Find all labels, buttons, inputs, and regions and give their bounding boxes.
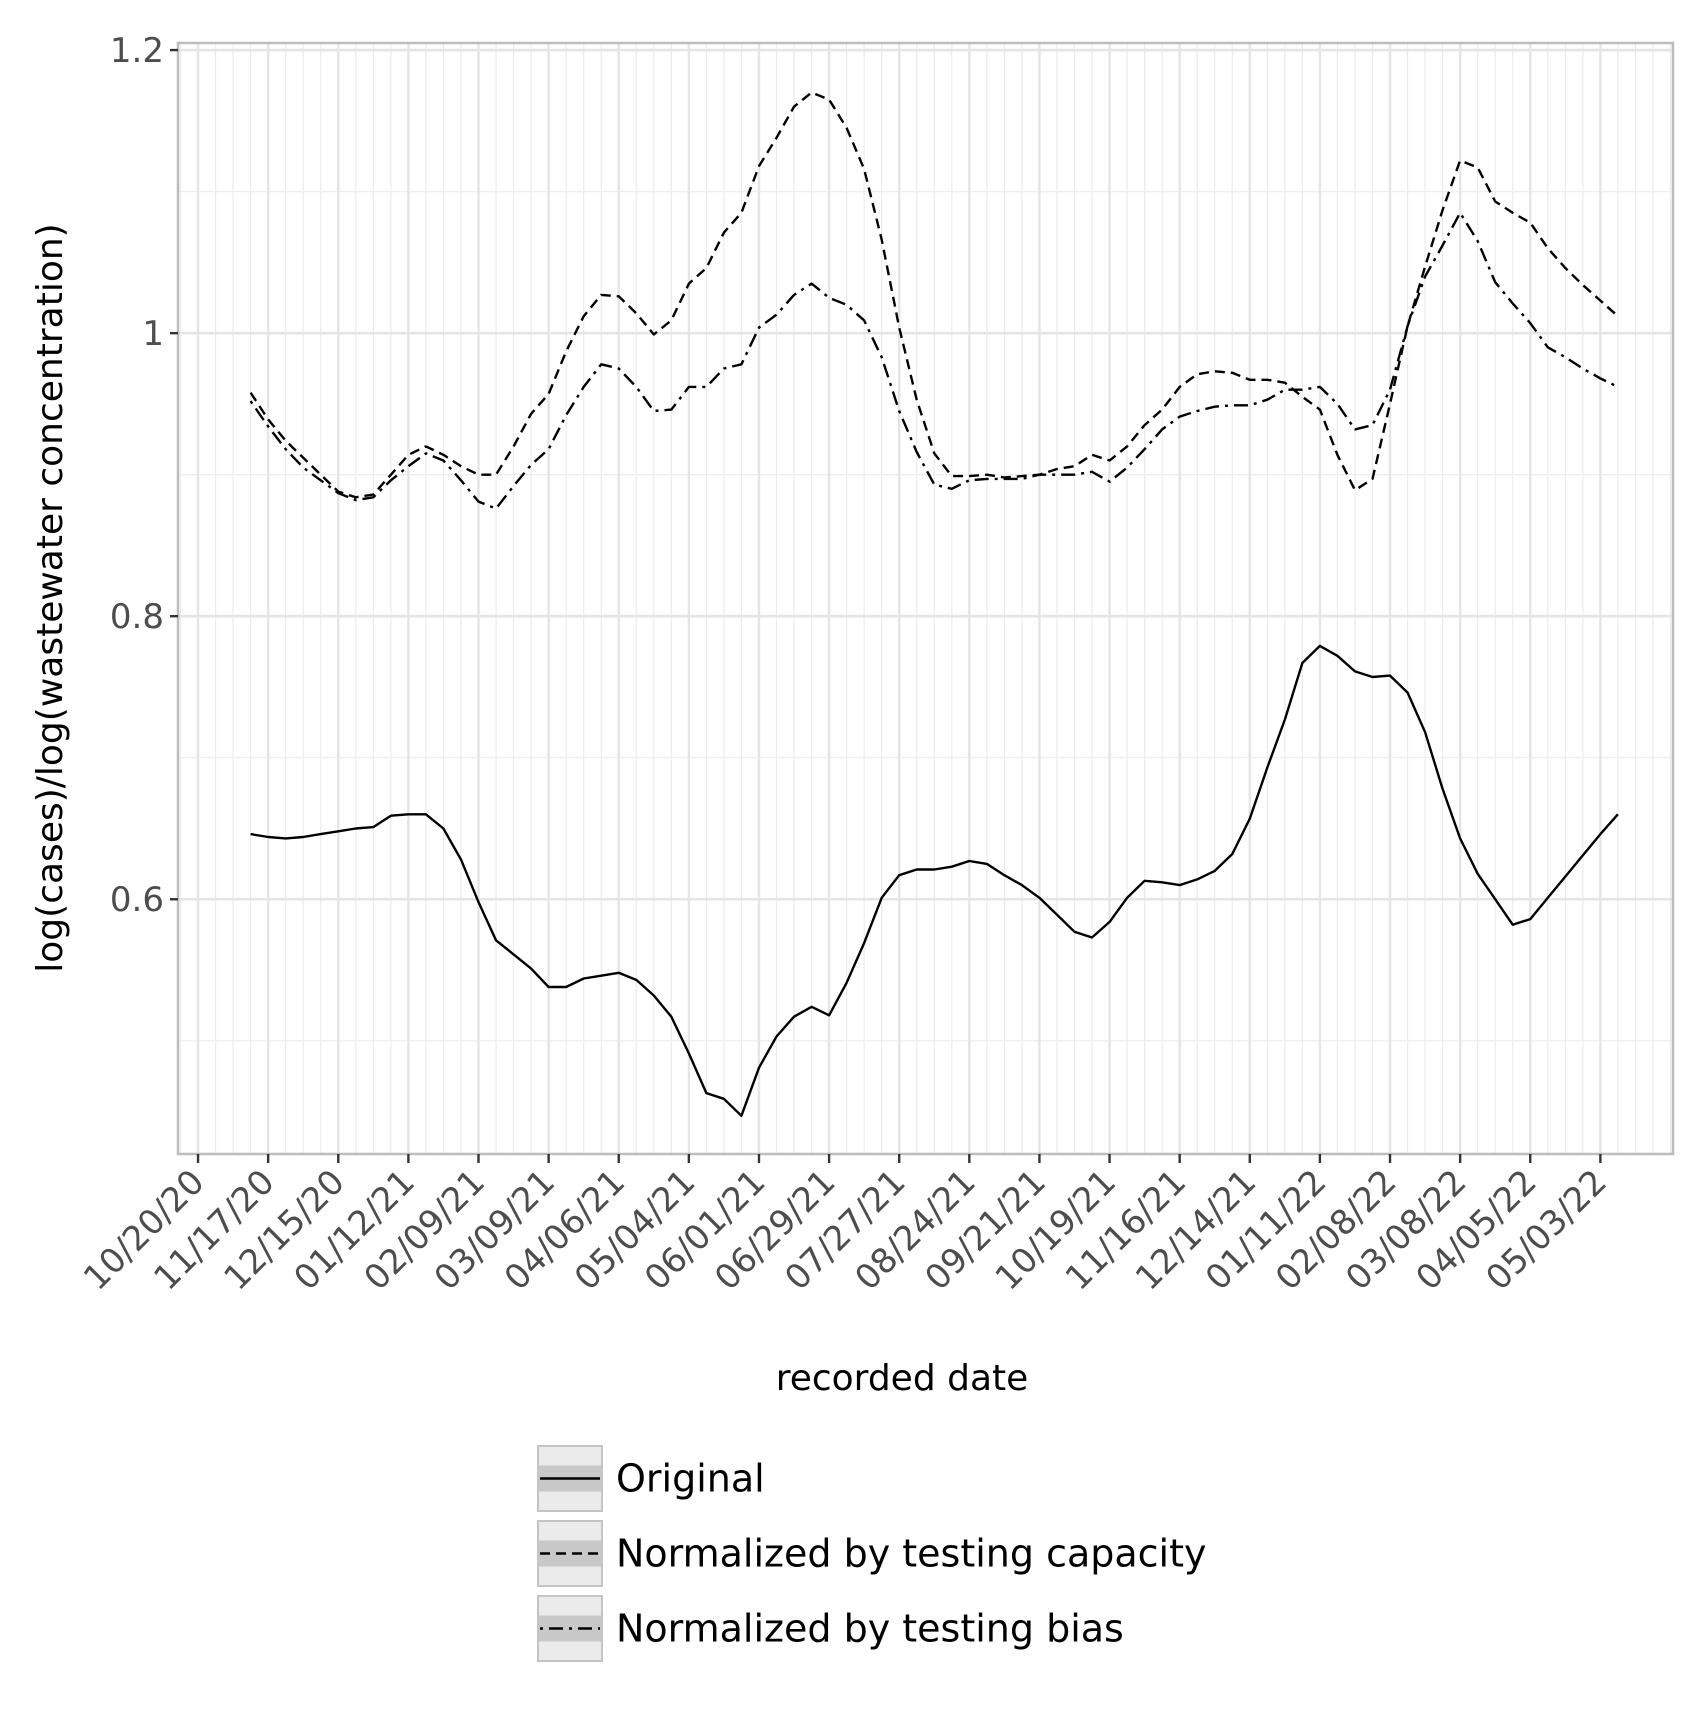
y-tick-label: 0.8	[110, 597, 164, 637]
legend-item: Normalized by testing capacity	[537, 1520, 1207, 1587]
legend-label: Normalized by testing bias	[616, 1607, 1124, 1651]
major-gridlines-x	[196, 43, 1602, 1154]
x-axis: 10/20/2011/17/2012/15/2001/12/2102/09/21…	[76, 1154, 1615, 1298]
series-line-solid	[250, 644, 1619, 1118]
y-tick-label: 0.6	[110, 880, 164, 920]
panel-border	[176, 41, 1675, 1156]
series-line-dotdash	[249, 211, 1619, 510]
series-line-dashed	[249, 91, 1619, 499]
panel-background	[178, 43, 1673, 1154]
minor-gridlines-y	[178, 190, 1673, 1042]
x-axis-title: recorded date	[776, 1358, 1029, 1399]
y-tick-label: 1.2	[110, 31, 164, 71]
y-axis: 0.6 0.8 1 1.2	[110, 31, 178, 920]
legend-label: Original	[616, 1457, 765, 1501]
legend-item: Original	[537, 1445, 765, 1512]
series-lines	[249, 91, 1619, 1118]
legend: Original Normalized by testing capacity No…	[537, 1445, 1207, 1662]
legend-label: Normalized by testing capacity	[616, 1532, 1207, 1576]
major-gridlines-y	[178, 48, 1673, 901]
y-axis-title: log(cases)/log(wastewater concentration)	[30, 223, 71, 972]
legend-item: Normalized by testing bias	[537, 1595, 1124, 1662]
y-tick-label: 1	[142, 314, 164, 354]
